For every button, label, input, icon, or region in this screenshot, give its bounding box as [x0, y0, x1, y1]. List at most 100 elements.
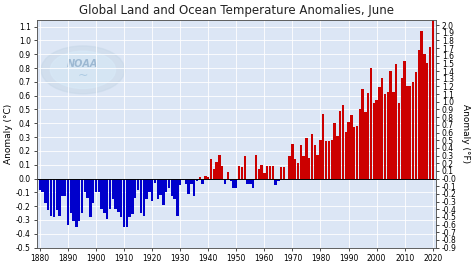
Bar: [255, 155, 257, 179]
Bar: [73, 179, 75, 221]
Bar: [367, 93, 369, 179]
Bar: [47, 179, 49, 210]
Bar: [308, 158, 310, 179]
Bar: [426, 62, 428, 179]
Bar: [50, 179, 52, 216]
Bar: [246, 179, 249, 184]
Bar: [148, 179, 151, 192]
Bar: [420, 31, 423, 179]
Bar: [238, 166, 240, 179]
Bar: [260, 165, 263, 179]
Bar: [375, 100, 378, 179]
Bar: [322, 114, 325, 179]
Circle shape: [41, 46, 125, 94]
Bar: [117, 179, 119, 212]
Bar: [241, 167, 243, 179]
Bar: [339, 111, 341, 179]
Y-axis label: Anomaly (°C): Anomaly (°C): [4, 104, 13, 164]
Bar: [112, 179, 114, 199]
Bar: [44, 179, 46, 203]
Bar: [168, 179, 170, 188]
Bar: [429, 47, 431, 179]
Bar: [314, 146, 316, 179]
Bar: [187, 179, 190, 194]
Bar: [328, 141, 330, 179]
Bar: [291, 144, 293, 179]
Bar: [156, 179, 159, 199]
Bar: [392, 92, 395, 179]
Bar: [92, 179, 94, 203]
Bar: [412, 82, 414, 179]
Bar: [55, 179, 58, 210]
Bar: [210, 159, 212, 179]
Bar: [229, 179, 232, 181]
Bar: [114, 179, 117, 209]
Bar: [109, 179, 111, 209]
Bar: [403, 61, 406, 179]
Bar: [361, 89, 364, 179]
Bar: [196, 179, 198, 181]
Bar: [401, 78, 403, 179]
Bar: [381, 78, 383, 179]
Bar: [263, 173, 265, 179]
Bar: [342, 105, 344, 179]
Bar: [378, 87, 381, 179]
Bar: [257, 169, 260, 179]
Bar: [204, 176, 207, 179]
Bar: [274, 179, 277, 186]
Bar: [406, 86, 409, 179]
Bar: [216, 162, 218, 179]
Bar: [390, 71, 392, 179]
Bar: [336, 136, 338, 179]
Text: NOAA: NOAA: [67, 59, 99, 69]
Bar: [137, 179, 139, 190]
Bar: [269, 166, 271, 179]
Bar: [431, 0, 434, 179]
Bar: [182, 179, 184, 180]
Bar: [384, 94, 386, 179]
Bar: [106, 179, 109, 219]
Bar: [232, 179, 235, 188]
Bar: [64, 179, 66, 197]
Bar: [70, 179, 72, 213]
Bar: [218, 155, 221, 179]
Bar: [171, 179, 173, 197]
Bar: [67, 179, 69, 226]
Bar: [126, 179, 128, 227]
Bar: [131, 179, 134, 214]
Bar: [266, 166, 268, 179]
Text: ~: ~: [78, 69, 88, 82]
Bar: [143, 179, 145, 216]
Bar: [190, 179, 192, 184]
Bar: [289, 156, 291, 179]
Bar: [176, 179, 179, 216]
Bar: [78, 179, 81, 221]
Bar: [89, 179, 91, 217]
Bar: [311, 134, 313, 179]
Bar: [249, 179, 252, 184]
Bar: [100, 179, 103, 209]
Bar: [120, 179, 122, 217]
Bar: [272, 166, 274, 179]
Bar: [42, 179, 44, 192]
Bar: [317, 155, 319, 179]
Bar: [409, 86, 411, 179]
Bar: [353, 127, 356, 179]
Bar: [140, 179, 142, 213]
Bar: [235, 179, 237, 188]
Bar: [165, 179, 167, 192]
Bar: [53, 179, 55, 217]
Bar: [224, 179, 226, 184]
Bar: [415, 72, 417, 179]
Bar: [123, 179, 125, 227]
Bar: [103, 179, 106, 213]
Bar: [98, 179, 100, 192]
Bar: [294, 159, 296, 179]
Bar: [333, 123, 336, 179]
Bar: [75, 179, 78, 227]
Bar: [356, 126, 358, 179]
Bar: [347, 122, 350, 179]
Bar: [227, 172, 229, 179]
Bar: [146, 179, 148, 199]
Bar: [359, 109, 361, 179]
